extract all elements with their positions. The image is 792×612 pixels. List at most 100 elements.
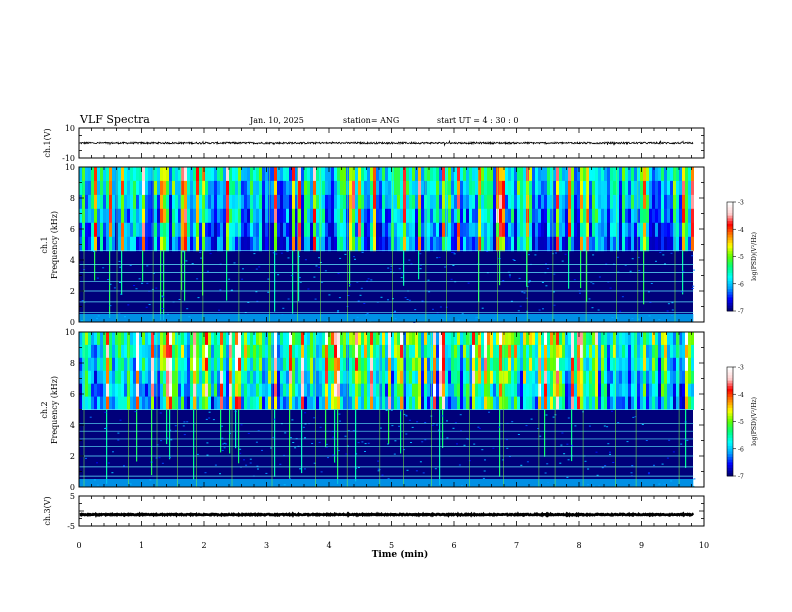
spectrogram-cell — [562, 208, 565, 224]
spectrogram-cell — [238, 236, 241, 252]
spectrogram-cell — [223, 357, 226, 372]
spectrogram-cell — [538, 222, 541, 238]
spectrogram-cell — [427, 344, 430, 359]
spectrogram-cell — [106, 236, 109, 252]
colorbar-tick-label: -7 — [738, 309, 744, 316]
colorbar-swatch — [727, 470, 733, 474]
spectrogram-cell — [499, 383, 502, 398]
colorbar-swatch — [727, 421, 733, 425]
spectrogram-cell — [670, 332, 673, 346]
spectrogram-cell — [148, 194, 151, 210]
spectrogram-cell — [112, 332, 115, 346]
spectrogram-cell — [190, 180, 193, 196]
spectrogram-cell — [400, 396, 403, 410]
spectrogram-cell — [196, 236, 199, 252]
spectrogram-cell — [499, 344, 502, 359]
spectrogram-cell — [550, 222, 553, 238]
spectrogram-cell — [502, 180, 505, 196]
spectrogram-cell — [196, 278, 199, 280]
spectrogram-cell — [130, 208, 133, 224]
spectrogram-cell — [100, 208, 103, 224]
spectrogram-cell — [511, 357, 514, 372]
spectrogram-cell — [625, 396, 628, 410]
spectrogram-cell — [267, 278, 270, 280]
spectrogram-cell — [367, 357, 370, 372]
spectrogram-cell — [505, 167, 508, 182]
spectrogram-cell — [601, 332, 604, 346]
spectrogram-cell — [277, 344, 280, 359]
spectrogram-cell — [352, 236, 355, 252]
spectrogram-cell — [688, 167, 691, 182]
spectrogram-cell — [139, 208, 142, 224]
spectrogram-cell — [334, 383, 337, 398]
spectrogram-cell — [613, 383, 616, 398]
spectrogram-cell — [667, 222, 670, 238]
spectrogram-cell — [517, 194, 520, 210]
colorbar-swatch — [727, 426, 733, 431]
spectrogram-cell — [340, 236, 343, 252]
spectrogram-cell — [298, 277, 301, 279]
spectrogram-cell — [556, 167, 559, 182]
spectrogram-cell — [403, 332, 406, 346]
spectrogram-cell — [571, 180, 574, 196]
spectrogram-cell — [676, 222, 679, 238]
spectrogram-cell — [307, 194, 310, 210]
spectrogram-cell — [580, 344, 583, 359]
spectrogram-cell — [520, 370, 523, 385]
spectrogram-cell — [529, 208, 532, 224]
spectrogram-cell — [577, 208, 580, 224]
spectrogram-cell — [211, 396, 214, 410]
spectrogram-cell — [502, 208, 505, 224]
spectrogram-cell — [676, 344, 679, 359]
spectrogram-cell — [364, 344, 367, 359]
spectrogram-cell — [641, 424, 644, 425]
spectrogram-cell — [493, 194, 496, 210]
spectrogram-cell — [287, 257, 290, 259]
spectrogram-cell — [241, 222, 244, 238]
spectrogram-cell — [328, 167, 331, 182]
spectrogram-cell — [577, 332, 580, 346]
spectrogram-cell — [104, 428, 107, 429]
spectrogram-cell — [79, 357, 82, 372]
spectrogram-cell — [577, 344, 580, 359]
spectrogram-cell — [421, 370, 424, 385]
spectrogram-cell — [205, 370, 208, 385]
spectrogram-cell — [109, 194, 112, 210]
spectrogram-cell — [139, 167, 142, 182]
colorbar-swatch — [727, 383, 733, 387]
spectrogram-cell — [403, 194, 406, 210]
spectrogram-cell — [424, 208, 427, 224]
spectrogram-cell — [436, 194, 439, 210]
spectrogram-cell — [91, 208, 94, 224]
spectrogram-cell — [514, 236, 517, 252]
spectrogram-cell — [163, 396, 166, 410]
spectrogram-cell — [561, 432, 564, 434]
spectrogram-cell — [314, 298, 317, 300]
spectrogram-cell — [391, 396, 394, 410]
spectrogram-cell — [205, 418, 208, 420]
spectrogram-cell — [97, 396, 100, 410]
spectrogram-cell — [648, 472, 650, 474]
spectrogram-cell — [367, 236, 370, 252]
spectrogram-cell — [521, 291, 524, 293]
spectrogram-cell — [310, 332, 313, 346]
spectrogram-cell — [692, 285, 695, 287]
spectrogram-cell — [469, 370, 472, 385]
spectrogram-cell — [385, 370, 388, 385]
spectrogram-cell — [475, 194, 478, 210]
spectrogram-cell — [388, 208, 391, 224]
spectrogram-cell — [262, 383, 265, 398]
spectrogram-cell — [106, 344, 109, 359]
spectrogram-cell — [610, 332, 613, 346]
spectrogram-cell — [214, 332, 217, 346]
spectrogram-cell — [277, 370, 280, 385]
spectrogram-cell — [568, 222, 571, 238]
spectrogram-cell — [574, 344, 577, 359]
spectrogram-cell — [688, 383, 691, 398]
spectrogram-cell — [517, 222, 520, 238]
spectrogram-cell — [379, 194, 382, 210]
spectrogram-cell — [181, 250, 183, 290]
spectrogram-cell — [232, 332, 235, 346]
spectrogram-cell — [382, 236, 385, 252]
spectrogram-cell — [184, 344, 187, 359]
